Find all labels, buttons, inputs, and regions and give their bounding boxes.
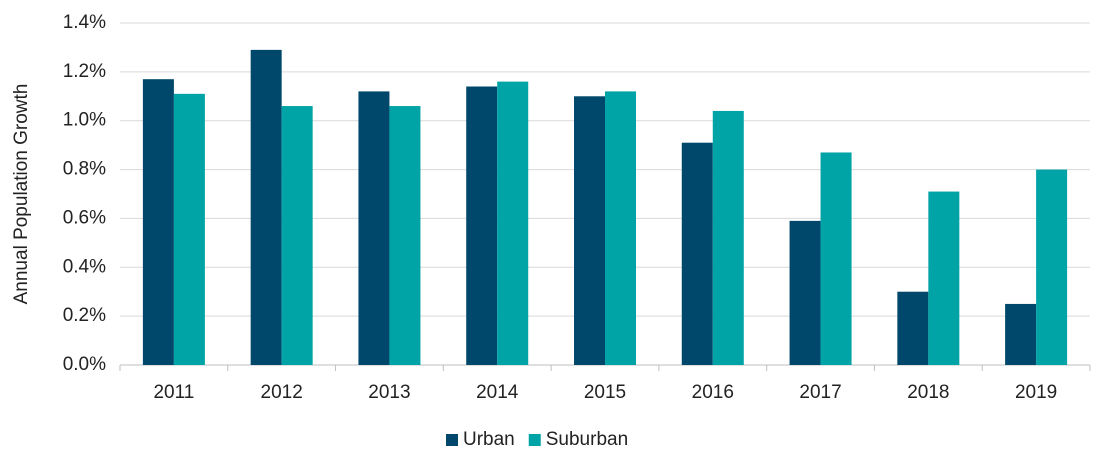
legend-swatch [446,434,458,446]
bar [928,191,960,365]
x-tick-label: 2018 [907,382,949,403]
y-tick-label: 1.2% [63,61,106,82]
y-tick-label: 0.4% [63,256,106,277]
bar [605,91,636,366]
bar [820,152,852,365]
bar [712,110,744,365]
x-tick-label: 2011 [153,382,194,403]
bar [466,86,498,365]
bar [497,81,529,365]
y-axis-label: Annual Population Growth [11,84,32,305]
bar [142,79,174,365]
legend-label: Suburban [546,429,628,450]
x-tick-label: 2014 [476,382,519,403]
legend-swatch [528,434,541,446]
legend-label: Urban [463,429,515,450]
bar [173,93,205,365]
bar [1036,169,1068,365]
x-tick-label: 2017 [799,382,841,403]
bar [897,291,929,365]
bar [358,91,390,366]
x-tick-label: 2015 [584,382,626,403]
y-tick-label: 0.6% [63,207,106,228]
x-tick-label: 2012 [261,382,303,403]
y-tick-label: 1.4% [63,12,106,33]
y-tick-label: 0.8% [63,159,106,180]
bar [281,106,313,366]
y-tick-label: 1.0% [63,110,106,131]
y-tick-label: 0.2% [63,305,106,326]
y-tick-label: 0.0% [63,354,106,375]
bar [250,49,282,365]
bar [789,220,821,365]
bar [574,96,605,366]
bar [1005,303,1037,365]
bar [389,106,421,366]
x-tick-label: 2016 [692,382,734,403]
x-tick-label: 2019 [1015,382,1057,403]
x-tick-label: 2013 [368,382,410,403]
bar [681,142,713,365]
